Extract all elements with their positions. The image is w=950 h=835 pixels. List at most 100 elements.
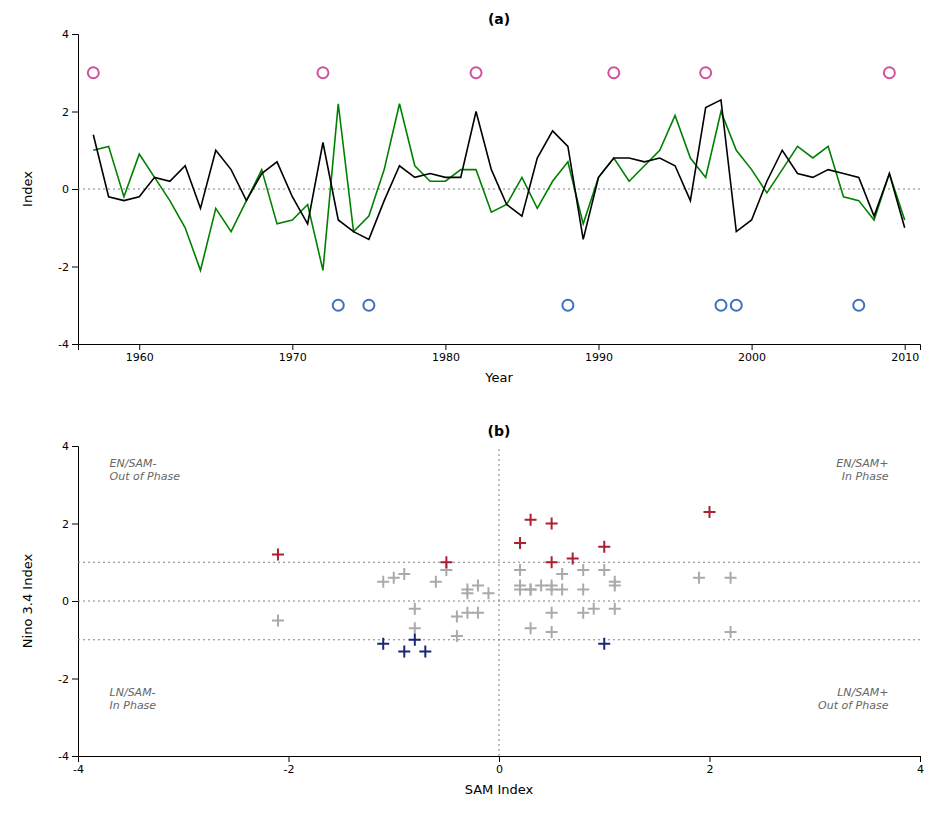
circle-marker	[471, 67, 482, 78]
circle-marker	[363, 300, 374, 311]
plot-area	[78, 67, 920, 311]
y-tick: 2	[62, 518, 78, 531]
annotation-line: EN/SAM+	[836, 457, 888, 470]
y-tick: 2	[62, 106, 78, 119]
plus-marker	[609, 603, 621, 615]
x-tick-label: 2000	[738, 351, 766, 364]
y-tick-label: -4	[58, 338, 69, 351]
y-tick: 0	[62, 595, 78, 608]
x-axis-line	[79, 757, 921, 763]
x-axis-title: SAM Index	[465, 782, 534, 797]
plus-marker	[598, 638, 610, 650]
y-axis: -4-2024	[58, 440, 78, 763]
plus-marker	[419, 645, 431, 657]
circle-marker	[700, 67, 711, 78]
circle-marker	[562, 300, 573, 311]
annotation-line: Out of Phase	[818, 699, 889, 712]
plus-marker	[514, 564, 526, 576]
x-tick-mark	[139, 344, 140, 350]
y-tick-mark	[72, 267, 78, 268]
plus-marker	[409, 603, 421, 615]
x-tick: 1960	[126, 344, 154, 364]
plus-marker	[409, 622, 421, 634]
plus-marker	[472, 607, 484, 619]
circle-marker	[884, 67, 895, 78]
plus-marker	[451, 630, 463, 642]
y-tick-mark	[72, 756, 78, 757]
data-line	[93, 100, 904, 240]
y-tick-mark	[72, 112, 78, 113]
x-tick-label: 1960	[126, 351, 154, 364]
x-tick: 1990	[585, 344, 613, 364]
scatter-series	[272, 564, 737, 642]
plus-marker	[398, 645, 410, 657]
annotation-line: EN/SAM-	[110, 457, 157, 470]
x-axis: 1960 1970 1980 1990 2000 2010	[79, 344, 921, 364]
annotation-line: LN/SAM-	[110, 686, 156, 699]
x-tick-label: 4	[917, 763, 924, 776]
circle-marker	[715, 300, 726, 311]
x-tick-label: -2	[284, 763, 295, 776]
plus-marker	[525, 583, 537, 595]
plus-marker	[272, 549, 284, 561]
y-axis-line	[72, 447, 79, 757]
plus-marker	[535, 580, 547, 592]
x-tick-mark	[752, 344, 753, 350]
circle-marker	[853, 300, 864, 311]
y-tick-label: 0	[62, 595, 69, 608]
x-tick-label: 2010	[891, 351, 919, 364]
y-tick-mark	[72, 601, 78, 602]
plus-marker	[451, 611, 463, 623]
x-tick-mark	[445, 344, 446, 350]
x-tick-mark	[499, 756, 500, 762]
plus-marker	[577, 583, 589, 595]
reference-line	[499, 446, 500, 756]
plus-marker	[377, 638, 389, 650]
x-tick: 1970	[279, 344, 307, 364]
x-tick-mark	[905, 344, 906, 350]
x-tick: 2010	[891, 344, 919, 364]
plus-marker	[556, 583, 568, 595]
y-tick: 4	[62, 28, 78, 41]
y-tick-mark	[72, 524, 78, 525]
x-tick-label: 1980	[432, 351, 460, 364]
plus-marker	[546, 518, 558, 530]
plus-marker	[546, 556, 558, 568]
x-tick: 4	[917, 756, 924, 776]
annotation: EN/SAM+In Phase	[836, 457, 888, 483]
y-tick: 4	[62, 440, 78, 453]
plus-marker	[725, 626, 737, 638]
y-tick-mark	[72, 34, 78, 35]
plus-marker	[693, 572, 705, 584]
plus-marker	[409, 634, 421, 646]
plus-marker	[272, 614, 284, 626]
scatter-series	[272, 506, 716, 568]
y-tick-label: 2	[62, 518, 69, 531]
chart-title: (a)	[488, 11, 510, 27]
circle-marker	[333, 300, 344, 311]
x-tick: 2000	[738, 344, 766, 364]
plus-marker	[430, 576, 442, 588]
x-tick: 1980	[432, 344, 460, 364]
annotation-line: LN/SAM+	[837, 686, 888, 699]
x-tick-label: 0	[496, 763, 503, 776]
plus-marker	[577, 564, 589, 576]
plus-marker	[546, 607, 558, 619]
y-tick: -4	[58, 750, 78, 763]
plus-marker	[388, 572, 400, 584]
y-tick-mark	[72, 189, 78, 190]
x-tick: -2	[284, 756, 295, 776]
x-tick: 0	[496, 756, 503, 776]
annotation-line: In Phase	[842, 470, 889, 483]
y-tick: -4	[58, 338, 78, 351]
chart-svg: 196019701980199020002010-4-2024(a)YearIn…	[0, 0, 950, 835]
annotation: LN/SAM-In Phase	[110, 686, 157, 712]
scatter-series	[333, 300, 865, 311]
plus-marker	[377, 576, 389, 588]
plot-area	[78, 446, 920, 756]
plus-marker	[588, 603, 600, 615]
y-axis: -4-2024	[58, 28, 78, 351]
x-tick-mark	[710, 756, 711, 762]
plus-marker	[546, 626, 558, 638]
y-tick-label: 0	[62, 183, 69, 196]
